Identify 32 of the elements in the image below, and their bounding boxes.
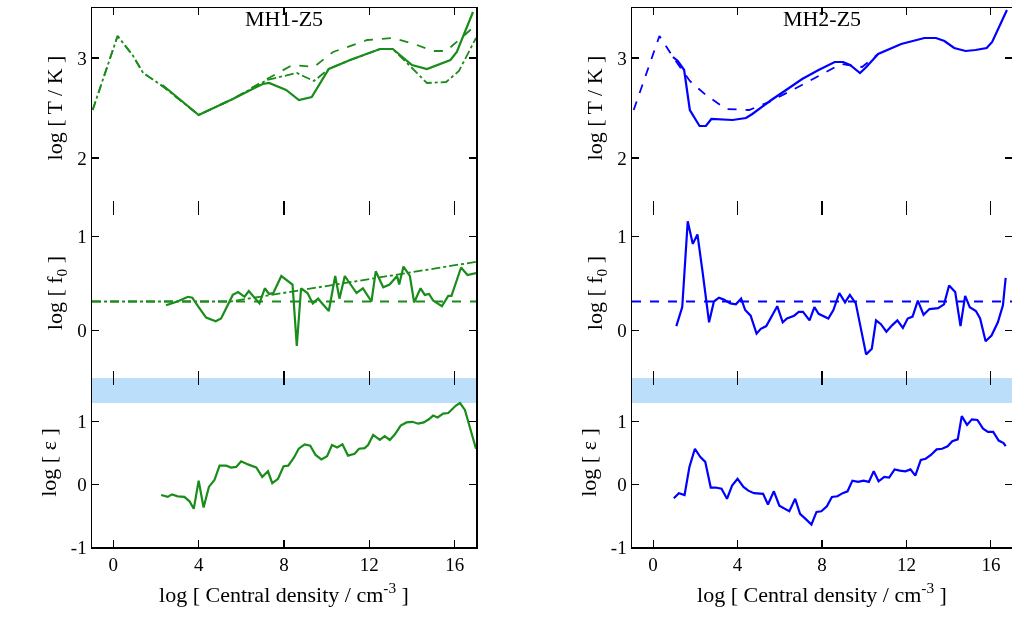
y-tick-label: -1 — [70, 536, 87, 558]
y-tick-label: 0 — [77, 474, 87, 496]
y-axis-title: log [ ε ] — [35, 428, 61, 497]
y-axis-title: log [ ε ] — [575, 428, 601, 497]
x-tick-label: 4 — [193, 554, 204, 576]
y-tick-label: 0 — [617, 474, 627, 496]
x-tick-label: 0 — [648, 554, 658, 576]
x-tick-label: 8 — [279, 554, 289, 576]
y-tick-label: -1 — [610, 536, 627, 558]
y-tick-label: 2 — [77, 147, 87, 169]
x-axis-title: log [ Central density / cm$^{-3}$ ] — [697, 578, 947, 607]
y-tick-label: 1 — [77, 411, 87, 433]
x-axis-title: log [ Central density / cm$^{-3}$ ] — [159, 578, 409, 607]
x-tick-label: 0 — [108, 554, 119, 576]
y-tick-label: 0 — [77, 320, 87, 342]
x-tick-label: 8 — [817, 554, 827, 576]
y-tick-label: 2 — [617, 147, 627, 169]
y-tick-label: 3 — [617, 47, 627, 69]
y-tick-label: 1 — [617, 411, 627, 433]
y-axis-title: log [ T / K ] — [42, 55, 68, 161]
x-tick-label: 4 — [732, 554, 743, 576]
x-tick-label: 16 — [445, 554, 465, 576]
y-tick-label: 1 — [617, 225, 627, 247]
y-axis-title: log [ T / K ] — [582, 55, 608, 161]
chart-title: MH2-Z5 — [782, 6, 862, 32]
x-tick-label: 16 — [981, 554, 1001, 576]
y-tick-label: 3 — [77, 47, 87, 69]
y-tick-label: 0 — [617, 320, 627, 342]
chart-title: MH1-Z5 — [244, 6, 324, 32]
y-tick-label: 1 — [77, 225, 87, 247]
x-tick-label: 12 — [896, 554, 916, 576]
x-tick-label: 12 — [359, 554, 379, 576]
